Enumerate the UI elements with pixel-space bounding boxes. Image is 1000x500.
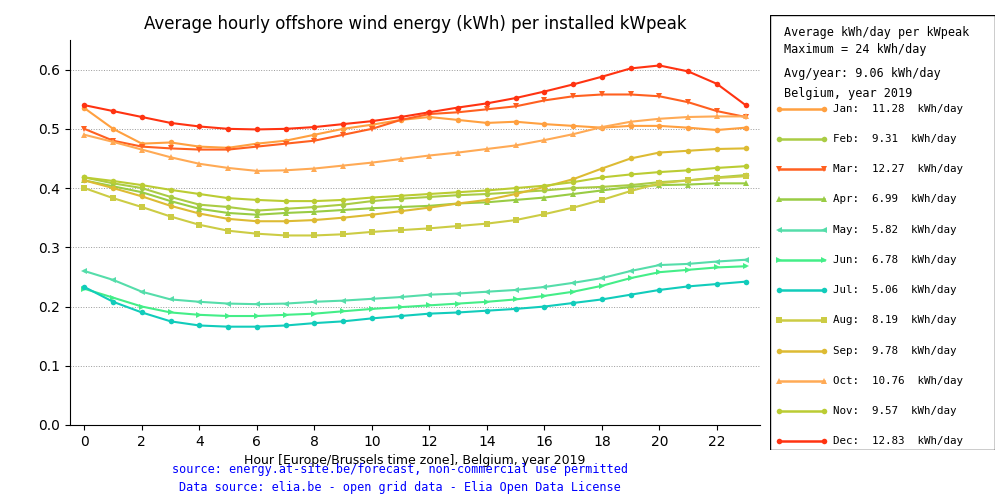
Text: Avg/year: 9.06 kWh/day: Avg/year: 9.06 kWh/day — [784, 67, 940, 80]
Text: Jun:  6.78  kWh/day: Jun: 6.78 kWh/day — [833, 255, 956, 265]
Title: Average hourly offshore wind energy (kWh) per installed kWpeak: Average hourly offshore wind energy (kWh… — [144, 15, 686, 33]
Text: Feb:  9.31  kWh/day: Feb: 9.31 kWh/day — [833, 134, 956, 144]
Text: Jan:  11.28  kWh/day: Jan: 11.28 kWh/day — [833, 104, 963, 114]
Text: Average kWh/day per kWpeak: Average kWh/day per kWpeak — [784, 26, 969, 39]
FancyBboxPatch shape — [770, 15, 995, 450]
Text: Data source: elia.be - open grid data - Elia Open Data License: Data source: elia.be - open grid data - … — [179, 481, 621, 494]
Text: Maximum = 24 kWh/day: Maximum = 24 kWh/day — [784, 44, 926, 57]
Text: Apr:  6.99  kWh/day: Apr: 6.99 kWh/day — [833, 194, 956, 204]
Text: Jul:  5.06  kWh/day: Jul: 5.06 kWh/day — [833, 285, 956, 295]
X-axis label: Hour [Europe/Brussels time zone], Belgium, year 2019: Hour [Europe/Brussels time zone], Belgiu… — [244, 454, 586, 468]
Text: Aug:  8.19  kWh/day: Aug: 8.19 kWh/day — [833, 316, 956, 326]
Text: Belgium, year 2019: Belgium, year 2019 — [784, 87, 912, 100]
Text: Sep:  9.78  kWh/day: Sep: 9.78 kWh/day — [833, 346, 956, 356]
Text: May:  5.82  kWh/day: May: 5.82 kWh/day — [833, 224, 956, 234]
Text: Nov:  9.57  kWh/day: Nov: 9.57 kWh/day — [833, 406, 956, 416]
Text: Dec:  12.83  kWh/day: Dec: 12.83 kWh/day — [833, 436, 963, 446]
Text: source: energy.at-site.be/forecast, non-commercial use permitted: source: energy.at-site.be/forecast, non-… — [172, 462, 628, 475]
Text: Oct:  10.76  kWh/day: Oct: 10.76 kWh/day — [833, 376, 963, 386]
Text: Mar:  12.27  kWh/day: Mar: 12.27 kWh/day — [833, 164, 963, 174]
